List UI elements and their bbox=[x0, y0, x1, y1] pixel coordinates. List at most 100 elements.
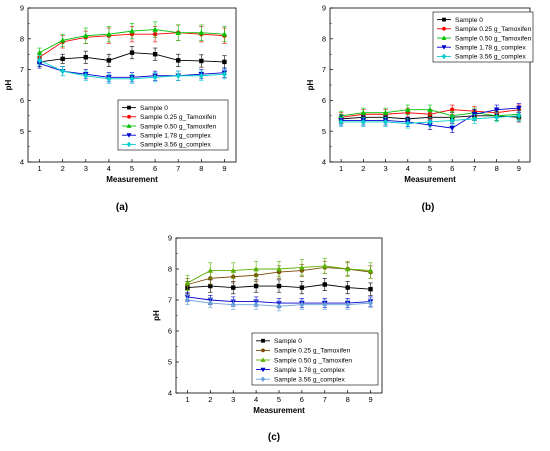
data-point bbox=[231, 285, 236, 290]
y-tick-label: 4 bbox=[168, 389, 172, 398]
legend: Sample 0 Sample 0.25 g_Tamoxifen Sample 0.… bbox=[432, 11, 534, 63]
data-point bbox=[175, 29, 182, 35]
legend-label: Sample 0.25 g_Tamoxifen bbox=[455, 26, 532, 33]
x-tick-label: 7 bbox=[176, 164, 180, 173]
series-5 bbox=[36, 55, 228, 84]
data-point bbox=[367, 267, 374, 273]
legend-label: Sample 1.78 g_complex bbox=[455, 45, 526, 52]
series-1 bbox=[185, 277, 373, 296]
panel-label: (a) bbox=[116, 202, 128, 213]
series-3 bbox=[184, 257, 374, 292]
legend-label: Sample 0 bbox=[140, 105, 168, 112]
legend-label: Sample 0.50 g _Tamoxifen bbox=[274, 357, 352, 364]
y-tick-label: 7 bbox=[20, 65, 24, 74]
x-tick-label: 5 bbox=[130, 164, 134, 173]
series-1 bbox=[37, 46, 227, 69]
data-point bbox=[360, 118, 366, 125]
data-point bbox=[36, 49, 43, 55]
data-point bbox=[516, 105, 522, 111]
legend-marker bbox=[441, 53, 447, 60]
data-point bbox=[129, 50, 135, 55]
series-5 bbox=[184, 295, 374, 312]
data-point bbox=[60, 56, 65, 62]
data-point bbox=[106, 75, 112, 82]
x-tick-label: 7 bbox=[472, 164, 476, 173]
data-point bbox=[449, 125, 456, 131]
x-tick-label: 2 bbox=[208, 395, 212, 404]
legend-box bbox=[432, 11, 534, 63]
data-point bbox=[494, 114, 500, 121]
data-point bbox=[199, 58, 204, 64]
legend-marker bbox=[442, 17, 446, 22]
x-tick-label: 1 bbox=[37, 164, 41, 173]
data-point bbox=[83, 55, 88, 60]
legend-label: Sample 3.56 g_complex bbox=[274, 377, 345, 384]
data-point bbox=[253, 301, 259, 308]
data-point bbox=[471, 115, 478, 122]
legend-label: Sample 0.50 g_Tamoxifen bbox=[140, 123, 217, 130]
legend-marker bbox=[127, 105, 131, 110]
x-tick-label: 2 bbox=[361, 164, 365, 173]
data-point bbox=[152, 26, 158, 32]
data-point bbox=[221, 71, 228, 78]
y-axis-label: pH bbox=[306, 79, 315, 90]
data-point bbox=[253, 283, 259, 289]
data-point bbox=[276, 283, 282, 289]
data-point bbox=[338, 118, 344, 125]
y-tick-label: 9 bbox=[168, 234, 172, 243]
data-point bbox=[208, 283, 213, 289]
x-tick-label: 1 bbox=[339, 164, 343, 173]
x-tick-label: 1 bbox=[185, 395, 189, 404]
y-tick-label: 4 bbox=[322, 158, 326, 167]
data-point bbox=[382, 109, 389, 115]
data-point bbox=[230, 301, 236, 308]
legend-marker bbox=[127, 114, 131, 119]
data-point bbox=[405, 120, 411, 127]
data-point bbox=[449, 117, 455, 124]
x-tick-label: 8 bbox=[346, 395, 350, 404]
legend-marker bbox=[126, 141, 132, 148]
x-tick-label: 8 bbox=[199, 164, 203, 173]
y-tick-label: 7 bbox=[168, 296, 172, 305]
x-tick-label: 7 bbox=[323, 395, 327, 404]
data-point bbox=[83, 72, 89, 79]
x-tick-label: 9 bbox=[368, 395, 372, 404]
data-point bbox=[184, 280, 191, 286]
x-tick-label: 4 bbox=[254, 395, 258, 404]
data-point bbox=[382, 118, 389, 125]
legend-label: Sample 0.50 g_Tamoxifen bbox=[455, 35, 532, 42]
x-tick-label: 9 bbox=[517, 164, 521, 173]
legend-box bbox=[117, 99, 229, 151]
data-point bbox=[222, 59, 227, 65]
data-point bbox=[276, 303, 282, 310]
data-point bbox=[321, 263, 328, 269]
y-tick-label: 5 bbox=[322, 127, 326, 136]
legend: Sample 0 Sample 0.25 g_Tamoxifen Sample 0.… bbox=[251, 332, 379, 386]
x-axis-label: Measurement bbox=[106, 175, 158, 184]
legend-label: Sample 0.25 g_Tamoxifen bbox=[274, 348, 351, 355]
data-point bbox=[450, 107, 455, 112]
legend-marker bbox=[442, 26, 446, 31]
legend-marker bbox=[441, 35, 447, 40]
x-tick-label: 4 bbox=[107, 164, 111, 173]
x-axis-label: Measurement bbox=[404, 175, 456, 184]
x-tick-label: 4 bbox=[406, 164, 410, 173]
data-point bbox=[427, 106, 433, 112]
x-tick-label: 6 bbox=[153, 164, 157, 173]
x-tick-label: 8 bbox=[495, 164, 499, 173]
legend-marker bbox=[260, 376, 266, 382]
legend-marker bbox=[261, 348, 265, 353]
y-tick-label: 9 bbox=[20, 4, 24, 13]
data-point bbox=[176, 58, 181, 63]
legend-label: Sample 0.25 g_Tamoxifen bbox=[140, 114, 217, 121]
x-tick-label: 5 bbox=[277, 395, 281, 404]
data-point bbox=[221, 31, 228, 37]
legend-label: Sample 0 bbox=[455, 17, 483, 24]
panel-label: (c) bbox=[268, 432, 280, 443]
data-point bbox=[276, 266, 282, 272]
data-point bbox=[344, 266, 351, 272]
x-tick-label: 5 bbox=[428, 164, 432, 173]
y-tick-label: 8 bbox=[168, 265, 172, 274]
x-tick-label: 3 bbox=[231, 395, 235, 404]
x-tick-label: 6 bbox=[300, 395, 304, 404]
